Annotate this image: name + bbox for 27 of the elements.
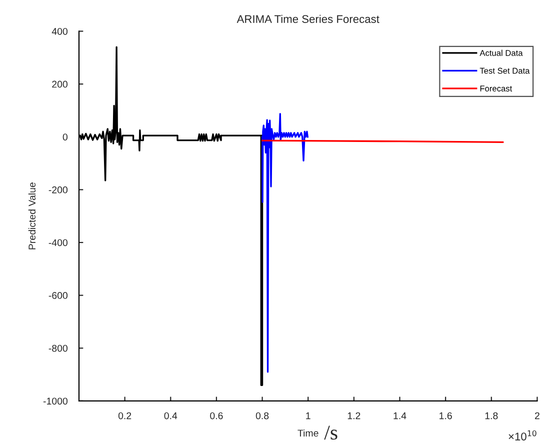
- line-series: [261, 113, 308, 373]
- y-tick-label: 0: [62, 134, 68, 140]
- x-tick-label: 0.6: [210, 412, 223, 420]
- legend-label: Actual Data: [480, 50, 523, 56]
- text: ×10$^{10}$: [508, 430, 536, 440]
- y-tick-label: -1000: [43, 398, 68, 405]
- y-tick-label: 400: [52, 28, 68, 35]
- x-tick-label: 1.8: [485, 412, 498, 420]
- text: /s: [324, 426, 338, 440]
- y-tick-label: -200: [48, 186, 68, 194]
- x-tick-label: 0.8: [256, 412, 269, 420]
- legend-label: Forecast: [480, 86, 512, 92]
- y-tick-label: -400: [48, 239, 68, 246]
- x-tick-label: 1: [306, 412, 310, 420]
- y-axis-title: Predicted Value: [28, 182, 36, 250]
- y-tick-label: -600: [48, 292, 68, 299]
- chart-title: ARIMA Time Series Forecast: [236, 14, 380, 23]
- x-tick-label: 1.4: [394, 412, 406, 420]
- x-tick-label: 1.6: [440, 412, 452, 420]
- legend-label: Test Set Data: [480, 68, 530, 74]
- x-axis-title: Time: [298, 429, 318, 437]
- y-tick-label: 200: [52, 80, 68, 88]
- y-tick-label: -800: [48, 344, 68, 352]
- x-tick-label: 0.2: [118, 412, 132, 420]
- x-tick-label: 2: [535, 412, 540, 420]
- x-tick-label: 1.2: [348, 412, 360, 420]
- x-tick-label: 0.4: [164, 412, 178, 420]
